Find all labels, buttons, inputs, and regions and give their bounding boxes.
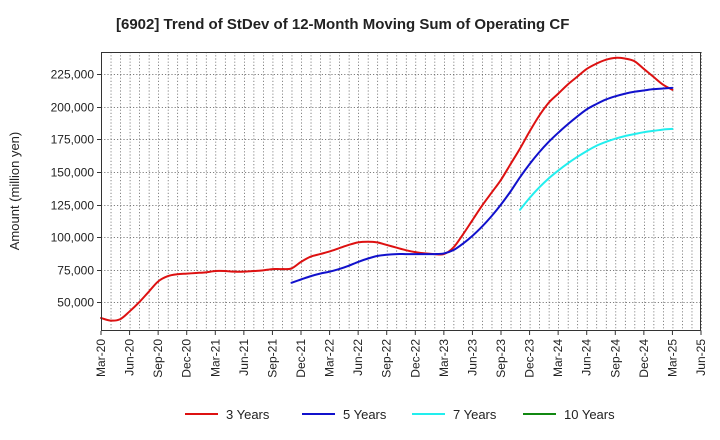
y-tick-label: 75,000 [57,264,94,278]
chart-title: [6902] Trend of StDev of 12-Month Moving… [116,16,569,33]
series-line-3-years [100,56,674,322]
x-tick-label: Sep-21 [265,339,279,378]
x-tick-label: Mar-20 [94,339,108,377]
x-tick-label: Jun-24 [580,339,594,376]
series-line-5-years [290,86,674,284]
x-tick-label: Jun-20 [123,339,137,376]
y-tick-label: 175,000 [51,133,95,147]
legend-label-10-years: 10 Years [564,407,615,422]
x-tick-label: Mar-25 [665,339,679,377]
y-tick-label: 200,000 [51,101,95,115]
x-tick-label: Sep-20 [151,339,165,378]
y-tick-label: 125,000 [51,199,95,213]
plot-background [101,52,701,331]
x-tick-label: Jun-23 [465,339,479,376]
legend-label-7-years: 7 Years [453,407,497,422]
x-tick-label: Dec-23 [523,339,537,378]
x-tick-label: Dec-22 [408,339,422,378]
x-tick-label: Mar-24 [551,339,565,377]
plot-area: 50,000 75,000 100,000 125,000 150,000 175,000… [51,52,708,378]
x-tick-label: Jun-21 [237,339,251,376]
x-tick-label: Mar-22 [323,339,337,377]
legend-label-3-years: 3 Years [226,407,270,422]
plot-frame [101,52,701,331]
x-tick-label: Sep-24 [608,339,622,378]
x-tick-label: Dec-20 [180,339,194,378]
y-axis-label: Amount (million yen) [7,132,22,251]
legend: 3 Years 5 Years 7 Years 10 Years [185,407,615,422]
x-tick-label: Sep-22 [380,339,394,378]
x-tick-label: Jun-22 [351,339,365,376]
series-line-7-years [519,127,674,211]
legend-label-5-years: 5 Years [343,407,387,422]
y-tick-label: 50,000 [57,296,94,310]
x-tick-label: Sep-23 [494,339,508,378]
x-tick-label: Dec-21 [294,339,308,378]
y-tick-label: 150,000 [51,166,95,180]
y-tick-label: 225,000 [51,68,95,82]
y-tick-label: 100,000 [51,231,95,245]
x-tick-label: Mar-21 [208,339,222,377]
x-tick-label: Jun-25 [694,339,708,376]
x-tick-label: Dec-24 [637,339,651,378]
x-tick-label: Mar-23 [437,339,451,377]
